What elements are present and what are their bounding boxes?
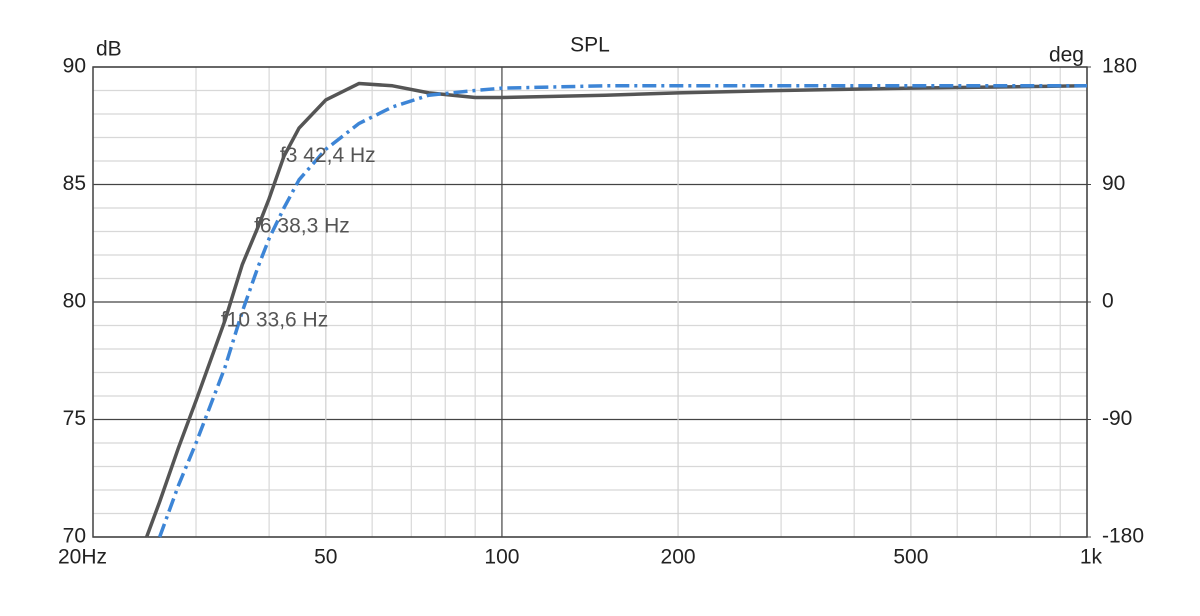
series-line — [158, 84, 1087, 538]
y2-tick-label: 0 — [1102, 290, 1114, 313]
x-tick-label: 500 — [893, 546, 928, 569]
annotation: f6 38,3 Hz — [254, 214, 350, 237]
plot-frame — [92, 66, 1088, 538]
y-tick-label: 90 — [63, 55, 86, 78]
y2-tick-label: -90 — [1102, 407, 1132, 430]
annotation: f3 42,4 Hz — [280, 144, 376, 167]
y2-tick-label: 180 — [1102, 55, 1137, 78]
x-tick-label: 100 — [484, 546, 519, 569]
y-tick-label: 85 — [63, 172, 86, 195]
y2-tick-label: 90 — [1102, 172, 1125, 195]
y-tick-label: 75 — [63, 407, 86, 430]
y2-axis-label: deg — [1049, 44, 1084, 67]
annotation: f10 33,6 Hz — [221, 308, 328, 331]
x-tick-label: 1k — [1080, 546, 1103, 569]
y2-tick-label: -180 — [1102, 525, 1144, 548]
y-tick-label: 70 — [63, 525, 86, 548]
x-tick-label: 200 — [661, 546, 696, 569]
y-tick-label: 80 — [63, 290, 86, 313]
series-line — [144, 81, 1088, 538]
x-tick-label: 20Hz — [58, 546, 107, 569]
x-tick-label: 50 — [314, 546, 337, 569]
chart-title: SPL — [570, 34, 610, 57]
y-axis-label: dB — [96, 38, 122, 61]
